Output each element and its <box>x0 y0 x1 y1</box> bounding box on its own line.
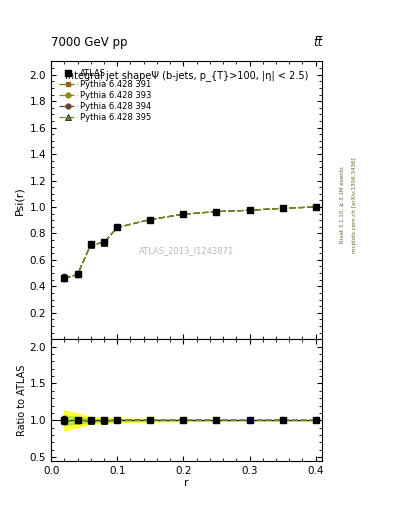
Text: mcplots.cern.ch [arXiv:1306.3436]: mcplots.cern.ch [arXiv:1306.3436] <box>352 157 357 252</box>
Text: 7000 GeV pp: 7000 GeV pp <box>51 36 128 49</box>
Text: Rivet 3.1.10, ≥ 3.1M events: Rivet 3.1.10, ≥ 3.1M events <box>340 166 345 243</box>
Text: ATLAS_2013_I1243871: ATLAS_2013_I1243871 <box>139 246 234 255</box>
Y-axis label: Psi(r): Psi(r) <box>14 186 24 215</box>
Text: Integral jet shapeΨ (b-jets, p_{T}>100, |η| < 2.5): Integral jet shapeΨ (b-jets, p_{T}>100, … <box>65 70 309 81</box>
Text: tt̅: tt̅ <box>313 36 322 49</box>
Y-axis label: Ratio to ATLAS: Ratio to ATLAS <box>17 365 27 436</box>
X-axis label: r: r <box>184 478 189 488</box>
Legend: ATLAS, Pythia 6.428 391, Pythia 6.428 393, Pythia 6.428 394, Pythia 6.428 395: ATLAS, Pythia 6.428 391, Pythia 6.428 39… <box>55 66 155 125</box>
